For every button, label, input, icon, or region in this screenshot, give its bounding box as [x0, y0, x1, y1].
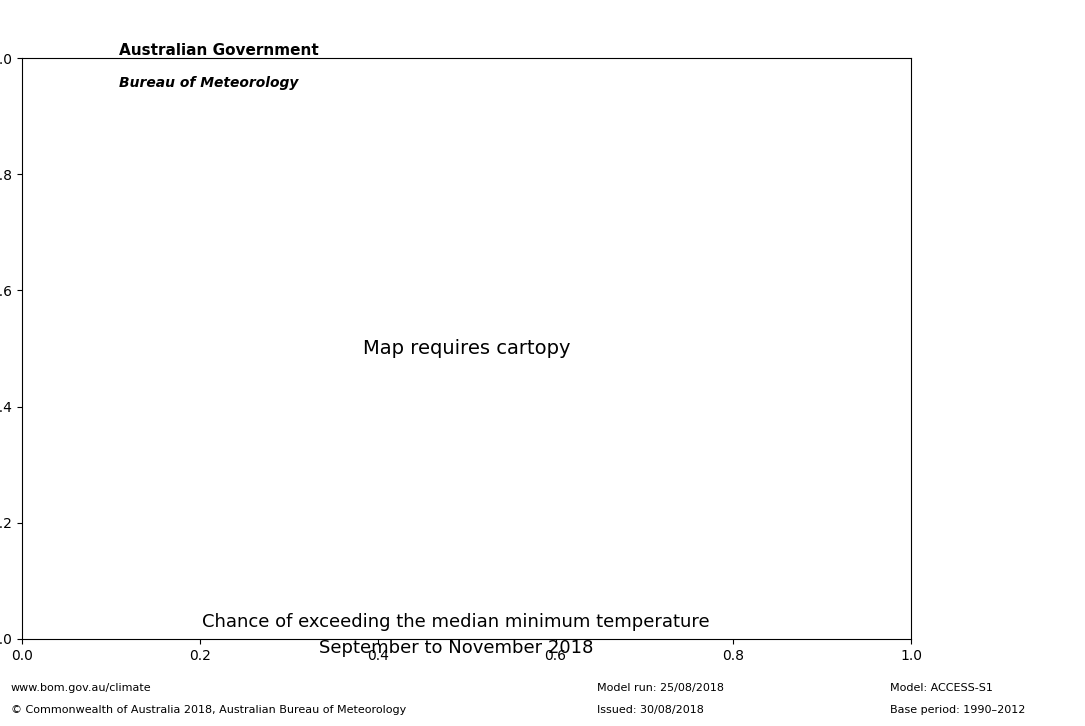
- Text: Chance of exceeding the median minimum temperature: Chance of exceeding the median minimum t…: [202, 613, 710, 632]
- Text: Base period: 1990–2012: Base period: 1990–2012: [890, 705, 1025, 715]
- Text: Model run: 25/08/2018: Model run: 25/08/2018: [597, 683, 724, 693]
- Text: Australian Government: Australian Government: [119, 44, 319, 58]
- Text: Issued: 30/08/2018: Issued: 30/08/2018: [597, 705, 704, 715]
- Text: © Commonwealth of Australia 2018, Australian Bureau of Meteorology: © Commonwealth of Australia 2018, Austra…: [11, 705, 406, 715]
- Text: Bureau of Meteorology: Bureau of Meteorology: [119, 76, 298, 91]
- Text: www.bom.gov.au/climate: www.bom.gov.au/climate: [11, 683, 152, 693]
- Text: Map requires cartopy: Map requires cartopy: [362, 339, 571, 358]
- Text: Model: ACCESS-S1: Model: ACCESS-S1: [890, 683, 993, 693]
- Text: September to November 2018: September to November 2018: [319, 639, 592, 657]
